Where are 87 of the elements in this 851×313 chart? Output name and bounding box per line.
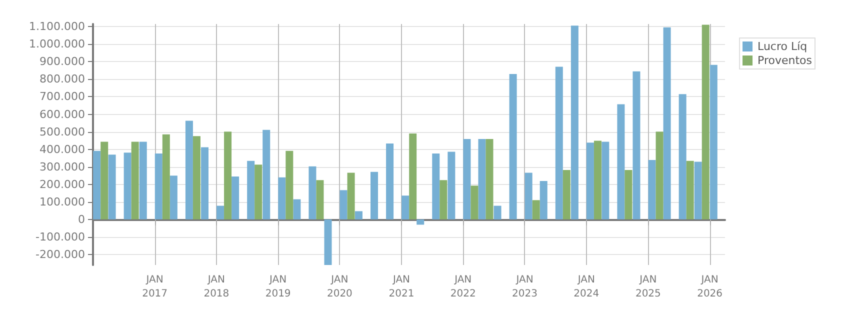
bar [278, 177, 286, 220]
bar [324, 219, 332, 265]
y-tick-label: 200.000 [40, 178, 85, 191]
bar [463, 138, 471, 220]
bar [286, 150, 294, 220]
bar [432, 154, 440, 220]
x-tick-label: JAN 2019 [265, 274, 291, 300]
x-tick-label: JAN 2017 [142, 274, 168, 300]
bar [262, 130, 270, 220]
x-tick-label: JAN 2024 [574, 274, 600, 300]
y-tick-label: 300.000 [40, 160, 85, 174]
bar [686, 160, 694, 220]
y-tick-label: 900.000 [40, 55, 85, 68]
y-tick-label: 500.000 [40, 125, 85, 138]
bar [532, 200, 540, 220]
bar [470, 186, 478, 220]
bar [663, 27, 671, 220]
bar [93, 150, 101, 220]
y-tick-label: -100.000 [36, 230, 85, 244]
bar [154, 154, 162, 220]
bar [316, 180, 324, 220]
y-tick-label: 0 [78, 212, 85, 226]
bar [139, 142, 147, 220]
bar [509, 74, 517, 220]
bar [192, 136, 200, 220]
legend-label: Proventos [758, 54, 812, 67]
y-tick-label: -200.000 [36, 248, 85, 261]
bar [354, 211, 362, 220]
bar [562, 170, 570, 220]
y-tick-label: 1.000.000 [29, 38, 85, 51]
bar [702, 24, 710, 220]
bar [232, 176, 240, 220]
bar [617, 104, 625, 220]
bar [162, 134, 170, 220]
bar [416, 219, 424, 225]
x-tick-label: JAN 2025 [635, 274, 661, 300]
bar [170, 176, 178, 220]
bar [632, 71, 640, 220]
bar [340, 190, 348, 220]
bar [678, 94, 686, 220]
bar [540, 181, 548, 220]
x-tick-label: JAN 2020 [326, 274, 352, 300]
bar [100, 142, 108, 220]
x-tick-label: JAN 2018 [204, 274, 230, 300]
bar [694, 162, 702, 220]
x-tick-label: JAN 2022 [450, 274, 476, 300]
y-tick-label: 100.000 [40, 195, 85, 208]
bar [124, 152, 132, 220]
bar [586, 142, 594, 220]
bar [402, 196, 410, 220]
bar [524, 172, 532, 220]
bar [656, 132, 664, 220]
bar [347, 172, 355, 220]
bar [131, 142, 139, 220]
bar [108, 154, 116, 220]
bar [308, 166, 316, 220]
x-tick-label: JAN 2021 [388, 274, 414, 300]
bar [570, 26, 578, 220]
bar [386, 144, 394, 220]
y-tick-label: 1.100.000 [29, 20, 85, 34]
bar [293, 199, 301, 220]
y-tick-label: 800.000 [40, 72, 85, 86]
bar [710, 64, 718, 220]
bar [555, 66, 563, 220]
bar [185, 120, 193, 220]
bar [448, 152, 456, 220]
y-tick-label: 400.000 [40, 142, 85, 156]
bar [624, 170, 632, 220]
bar [494, 206, 502, 220]
bar [602, 142, 610, 220]
legend-label: Lucro Líq [758, 40, 808, 53]
bar [409, 134, 417, 220]
y-tick-label: 700.000 [40, 90, 85, 104]
bar [247, 160, 255, 220]
bar [478, 138, 486, 220]
bar [594, 140, 602, 220]
x-tick-label: JAN 2026 [697, 274, 723, 300]
bar [370, 172, 378, 220]
bar [440, 180, 448, 220]
bar [254, 164, 262, 220]
bar [486, 138, 494, 220]
bar [216, 206, 224, 220]
y-tick-label: 600.000 [40, 108, 85, 121]
bar [200, 147, 208, 220]
x-tick-label: JAN 2023 [512, 274, 538, 300]
bar [648, 160, 656, 220]
bar [224, 132, 232, 220]
